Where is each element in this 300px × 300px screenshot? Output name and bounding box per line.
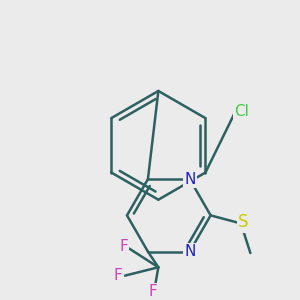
Text: F: F [114,268,122,283]
Text: F: F [119,239,128,254]
Text: S: S [238,213,249,231]
Text: N: N [184,172,195,187]
Text: F: F [149,284,158,299]
Text: N: N [184,244,195,259]
Text: Cl: Cl [234,104,249,119]
